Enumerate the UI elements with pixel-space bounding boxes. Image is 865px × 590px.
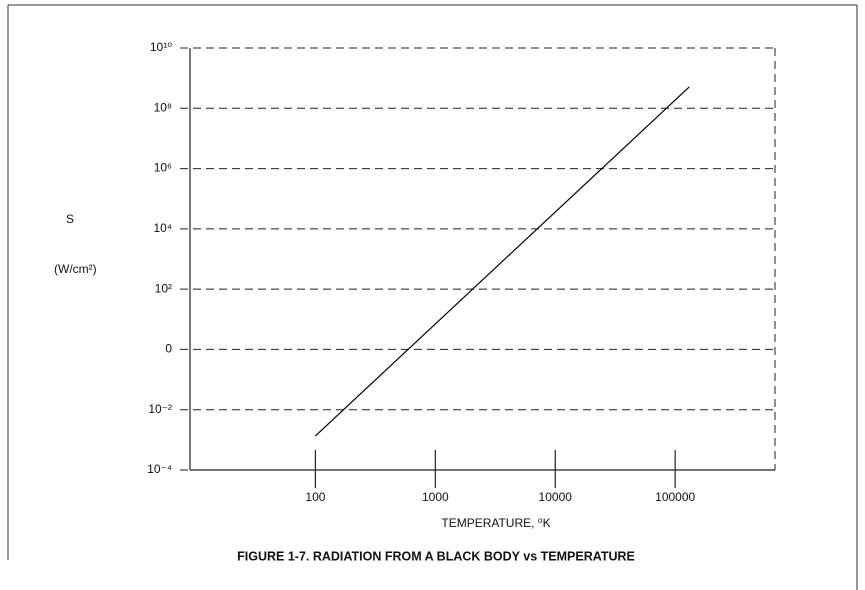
y-tick-label: 10⁸ bbox=[154, 100, 172, 114]
y-tick-label: 10⁻² bbox=[148, 402, 172, 416]
y-tick-label: 10⁻⁴ bbox=[147, 462, 172, 476]
y-tick-label: 0 bbox=[165, 342, 172, 356]
x-axis-label: TEMPERATURE, ⁰K bbox=[441, 516, 550, 530]
y-tick-label: 10⁴ bbox=[153, 221, 172, 235]
y-tick-label: 10¹⁰ bbox=[150, 40, 172, 54]
x-tick-label: 10000 bbox=[539, 490, 573, 504]
y-tick-label: 10² bbox=[155, 281, 172, 295]
x-tick-label: 100000 bbox=[655, 490, 695, 504]
y-axis-label: S bbox=[66, 212, 74, 226]
data-line bbox=[314, 86, 690, 437]
x-tick-label: 100 bbox=[305, 490, 325, 504]
x-tick-label: 1000 bbox=[422, 490, 449, 504]
y-axis-unit: (W/cm²) bbox=[54, 262, 97, 276]
y-tick-label: 10⁶ bbox=[154, 161, 172, 175]
chart-title: FIGURE 1-7. RADIATION FROM A BLACK BODY … bbox=[237, 549, 635, 563]
